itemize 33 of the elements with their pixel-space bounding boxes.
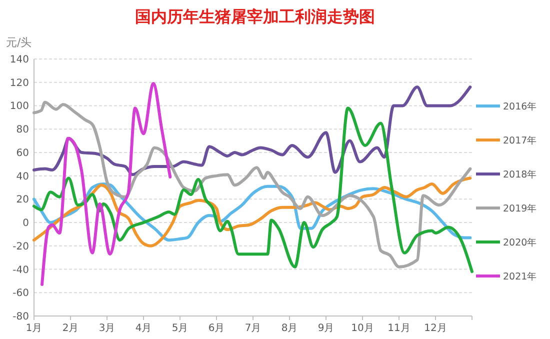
- y-tick-label: -40: [12, 264, 29, 276]
- y-axis-title: 元/头: [6, 36, 32, 49]
- x-tick-label: 12月: [424, 323, 447, 334]
- legend-label: 2016年: [503, 100, 538, 112]
- legend-label: 2017年: [503, 134, 538, 146]
- x-tick-label: 7月: [244, 323, 262, 334]
- x-tick-label: 6月: [208, 323, 225, 334]
- x-tick-label: 5月: [172, 323, 188, 334]
- x-tick-label: 11月: [388, 323, 410, 334]
- y-tick-label: 140: [10, 54, 29, 66]
- x-tick-label: 1月: [26, 323, 42, 334]
- x-tick-label: 8月: [281, 323, 298, 334]
- y-tick-label: 60: [16, 148, 29, 159]
- x-tick-label: 4月: [135, 323, 152, 334]
- legend-label: 2018年: [503, 168, 538, 180]
- y-tick-label: 40: [16, 171, 29, 182]
- x-tick-label: 2月: [62, 323, 79, 334]
- legend-label: 2020年: [503, 236, 538, 248]
- y-tick-label: 120: [10, 78, 29, 89]
- chart-title: 国内历年生猪屠宰加工利润走势图: [135, 7, 375, 26]
- line-series: [40, 82, 172, 286]
- x-tick-label: 3月: [98, 323, 116, 334]
- y-tick-label: 20: [16, 194, 29, 206]
- x-tick-label: 10月: [351, 323, 374, 334]
- y-tick-label: 100: [10, 101, 29, 112]
- legend-label: 2021年: [503, 270, 538, 282]
- y-tick-label: 80: [16, 124, 29, 136]
- y-tick-label: -80: [12, 312, 29, 322]
- x-tick-label: 9月: [318, 323, 334, 334]
- y-tick-label: -20: [12, 241, 29, 252]
- y-tick-label: 0: [22, 218, 29, 230]
- y-tick-label: -60: [12, 288, 29, 300]
- legend-label: 2019年: [503, 202, 538, 214]
